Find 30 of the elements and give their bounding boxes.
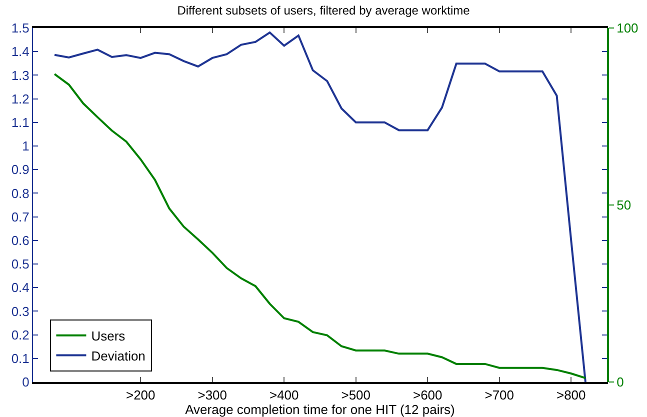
- y2-tick-label: 100: [616, 20, 638, 36]
- chart-title: Different subsets of users, filtered by average worktime: [177, 4, 470, 18]
- y-tick-label: 0.1: [11, 350, 30, 366]
- y-tick-label: 0.6: [11, 232, 30, 248]
- y-tick-label: 0.3: [11, 304, 30, 319]
- x-axis-title: Average completion time for one HIT (12 pairs): [185, 402, 455, 417]
- x-tick-label: >300: [198, 388, 228, 403]
- y-tick-label: 0: [22, 374, 30, 390]
- legend-label: Deviation: [91, 348, 146, 364]
- x-tick-label: >200: [126, 388, 156, 403]
- x-tick-label: >500: [341, 388, 371, 403]
- y-tick-label: 0.7: [11, 209, 30, 224]
- y-tick-label: 0.8: [11, 186, 30, 201]
- y-tick-label: 1.5: [11, 20, 30, 36]
- x-tick-label: >600: [412, 388, 442, 403]
- y-tick-label: 1.2: [11, 91, 30, 106]
- x-tick-label: >400: [269, 388, 299, 403]
- y-tick-label: 0.9: [11, 162, 30, 178]
- legend-label: Users: [91, 328, 126, 344]
- y-tick-label: 0.5: [11, 256, 30, 272]
- y-tick-label: 0.4: [11, 280, 30, 296]
- x-tick-label: >700: [484, 388, 514, 403]
- y2-tick-label: 50: [616, 198, 632, 213]
- y-tick-label: 0.2: [11, 327, 30, 342]
- y-tick-label: 1.4: [11, 44, 30, 60]
- y-tick-label: 1.1: [11, 114, 30, 130]
- y-tick-label: 1.3: [11, 68, 30, 83]
- y2-tick-label: 0: [616, 374, 624, 390]
- x-tick-label: >800: [556, 388, 586, 403]
- y-tick-label: 1: [22, 138, 30, 154]
